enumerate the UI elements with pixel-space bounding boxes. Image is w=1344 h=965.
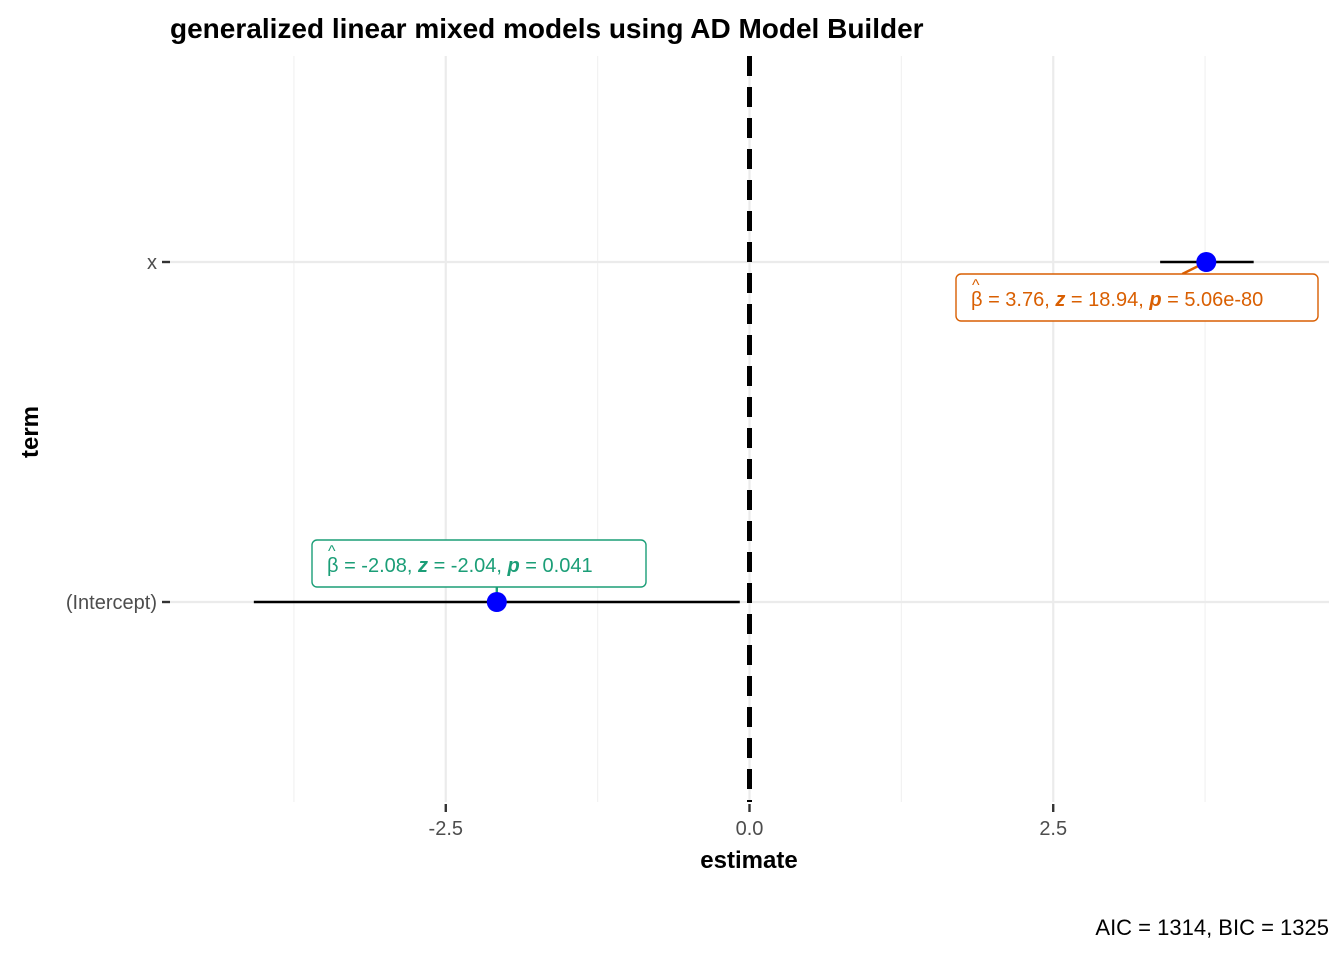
y-axis: x (Intercept) [66,252,170,614]
beta-hat-symbol: ^ [328,543,336,560]
y-tick-label: (Intercept) [66,592,157,614]
estimate-point [1196,252,1217,272]
chart-title: generalized linear mixed models using AD… [170,13,924,44]
beta-hat-symbol: ^ [972,277,980,294]
estimate-point [486,592,507,612]
x-tick-label: 2.5 [1039,818,1067,840]
x-axis-title: estimate [700,847,797,874]
estimate-label-box [955,273,1319,322]
marks-layer: ^β = 3.76, z = 18.94, p = 5.06e-80^β = -… [253,252,1319,612]
x-tick-label: 0.0 [736,818,764,840]
estimate-label-box [311,539,647,588]
y-tick-label: x [147,252,157,274]
x-axis: -2.5 0.0 2.5 [429,804,1067,840]
x-tick-label: -2.5 [429,818,463,840]
estimate-label: β = 3.76, z = 18.94, p = 5.06e-80 [971,289,1263,311]
chart-caption: AIC = 1314, BIC = 1325 [1095,915,1329,940]
y-axis-title: term [17,406,44,458]
estimate-label: β = -2.08, z = -2.04, p = 0.041 [327,555,593,577]
